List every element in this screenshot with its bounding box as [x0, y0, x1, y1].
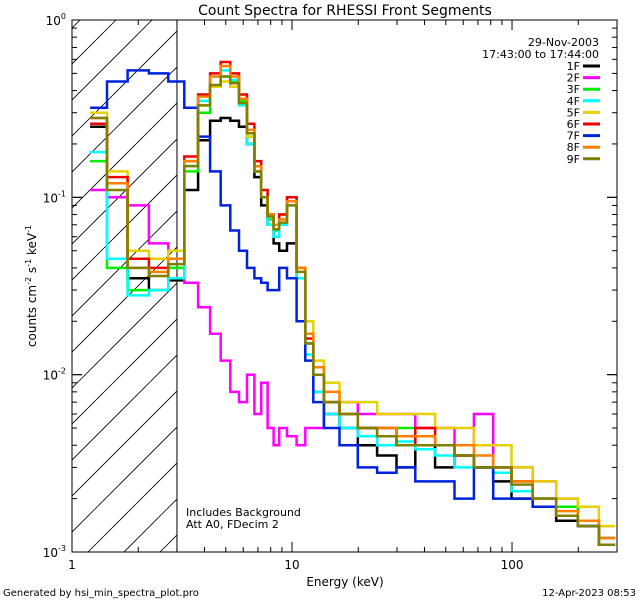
chart-title: Count Spectra for RHESSI Front Segments: [198, 3, 492, 19]
legend-label-4F: 4F: [567, 95, 580, 108]
x-tick-labels: 1 10 100: [68, 558, 523, 572]
legend-label-9F: 9F: [567, 153, 580, 166]
attenuator-note: Att A0, FDecim 2: [186, 518, 279, 531]
legend-label-1F: 1F: [567, 60, 580, 73]
plot-frame: [71, 19, 618, 553]
hatch-line: [72, 66, 177, 173]
date-annotation: 29-Nov-2003: [528, 36, 599, 49]
series-line-9F: [90, 75, 616, 546]
x-tick-label: 1: [68, 558, 76, 572]
time-range-annotation: 17:43:00 to 17:44:00: [482, 48, 599, 61]
background-region-hatch: [72, 20, 177, 552]
hatch-line: [72, 20, 153, 101]
hatch-line: [72, 354, 177, 461]
hatch-line: [87, 462, 177, 552]
legend-label-5F: 5F: [567, 106, 580, 119]
generated-by-footer: Generated by hsi_min_spectra_plot.pro: [3, 588, 199, 599]
y-tick-label: 10-1: [43, 189, 66, 205]
x-tick-label: 10: [284, 558, 299, 572]
series-line-8F: [90, 64, 616, 540]
legend-label-8F: 8F: [567, 141, 580, 154]
hatch-line: [72, 20, 81, 29]
y-tick-label: 100: [46, 12, 66, 28]
series-line-1F: [90, 116, 616, 540]
series-line-7F: [90, 69, 616, 546]
legend-label-7F: 7F: [567, 130, 580, 143]
series-line-4F: [90, 69, 616, 540]
y-tick-labels: 100 10-1 10-2 10-3: [43, 12, 66, 560]
timestamp-footer: 12-Apr-2023 08:53: [542, 588, 636, 599]
x-tick-label: 100: [501, 558, 524, 572]
legend-label-2F: 2F: [567, 72, 580, 85]
hatch-line: [72, 390, 177, 497]
series-line-5F: [90, 80, 616, 528]
series-line-2F: [90, 188, 616, 540]
hatch-line: [72, 246, 177, 353]
x-axis-label: Energy (keV): [306, 575, 383, 589]
y-tick-label: 10-3: [43, 544, 66, 560]
hatch-line: [72, 210, 177, 317]
y-axis-label: counts cm-2 s-1 keV-1: [24, 225, 39, 347]
legend-label-6F: 6F: [567, 118, 580, 131]
hatch-line: [123, 498, 177, 552]
hatch-line: [72, 102, 177, 209]
legend-label-3F: 3F: [567, 83, 580, 96]
axis-ticks: [71, 19, 618, 553]
hatch-line: [72, 426, 177, 533]
series-line-6F: [90, 60, 616, 546]
y-tick-label: 10-2: [43, 367, 66, 383]
background-note: Includes Background: [186, 506, 301, 519]
series-lines: [90, 60, 616, 546]
hatch-line: [72, 30, 177, 137]
series-line-3F: [90, 75, 616, 540]
hatch-line: [72, 174, 177, 281]
